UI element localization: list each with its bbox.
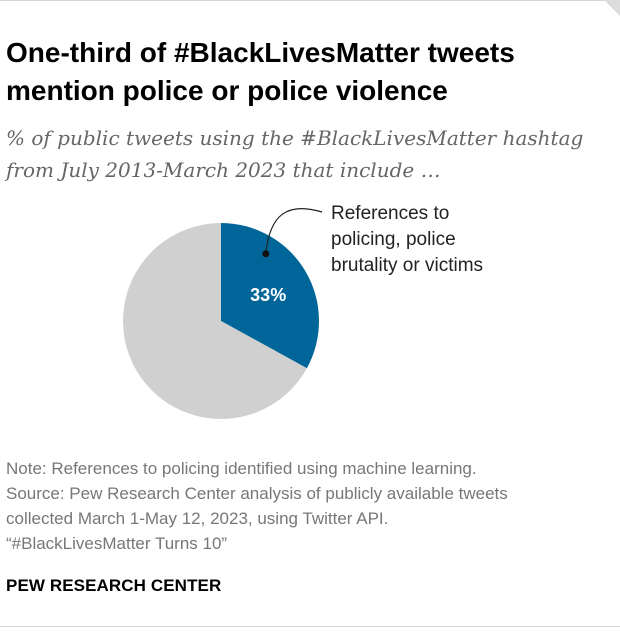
pie-slices: [123, 223, 319, 419]
source-line-2: collected March 1-May 12, 2023, using Tw…: [6, 509, 389, 528]
top-rule: [0, 0, 620, 1]
source-line-1: Source: Pew Research Center analysis of …: [6, 484, 508, 503]
callout-leader-dot: [262, 250, 270, 258]
callout-label-line-3: brutality or victims: [331, 255, 483, 276]
corner-tab-decoration: [604, 0, 620, 16]
brand-name: PEW RESEARCH CENTER: [6, 576, 222, 595]
pie-slice-0: [221, 223, 319, 369]
chart-title: One-third of #BlackLivesMatter tweets me…: [6, 37, 515, 106]
note-text: Note: References to policing identified …: [6, 459, 477, 478]
callout-leader-line: [265, 207, 323, 254]
callout-label-line-2: policing, police: [331, 229, 456, 250]
pie-slice-1: [123, 223, 307, 419]
chart-subtitle: % of public tweets using the #BlackLives…: [6, 126, 584, 182]
footnotes: Note: References to policing identified …: [6, 456, 612, 556]
pie-chart: 33% References to policing, police bruta…: [123, 203, 483, 419]
callout-label-line-1: References to: [331, 203, 449, 224]
bottom-rule: [0, 626, 620, 627]
slice-value-label: 33%: [250, 285, 286, 305]
source-line-3: “#BlackLivesMatter Turns 10”: [6, 534, 228, 553]
